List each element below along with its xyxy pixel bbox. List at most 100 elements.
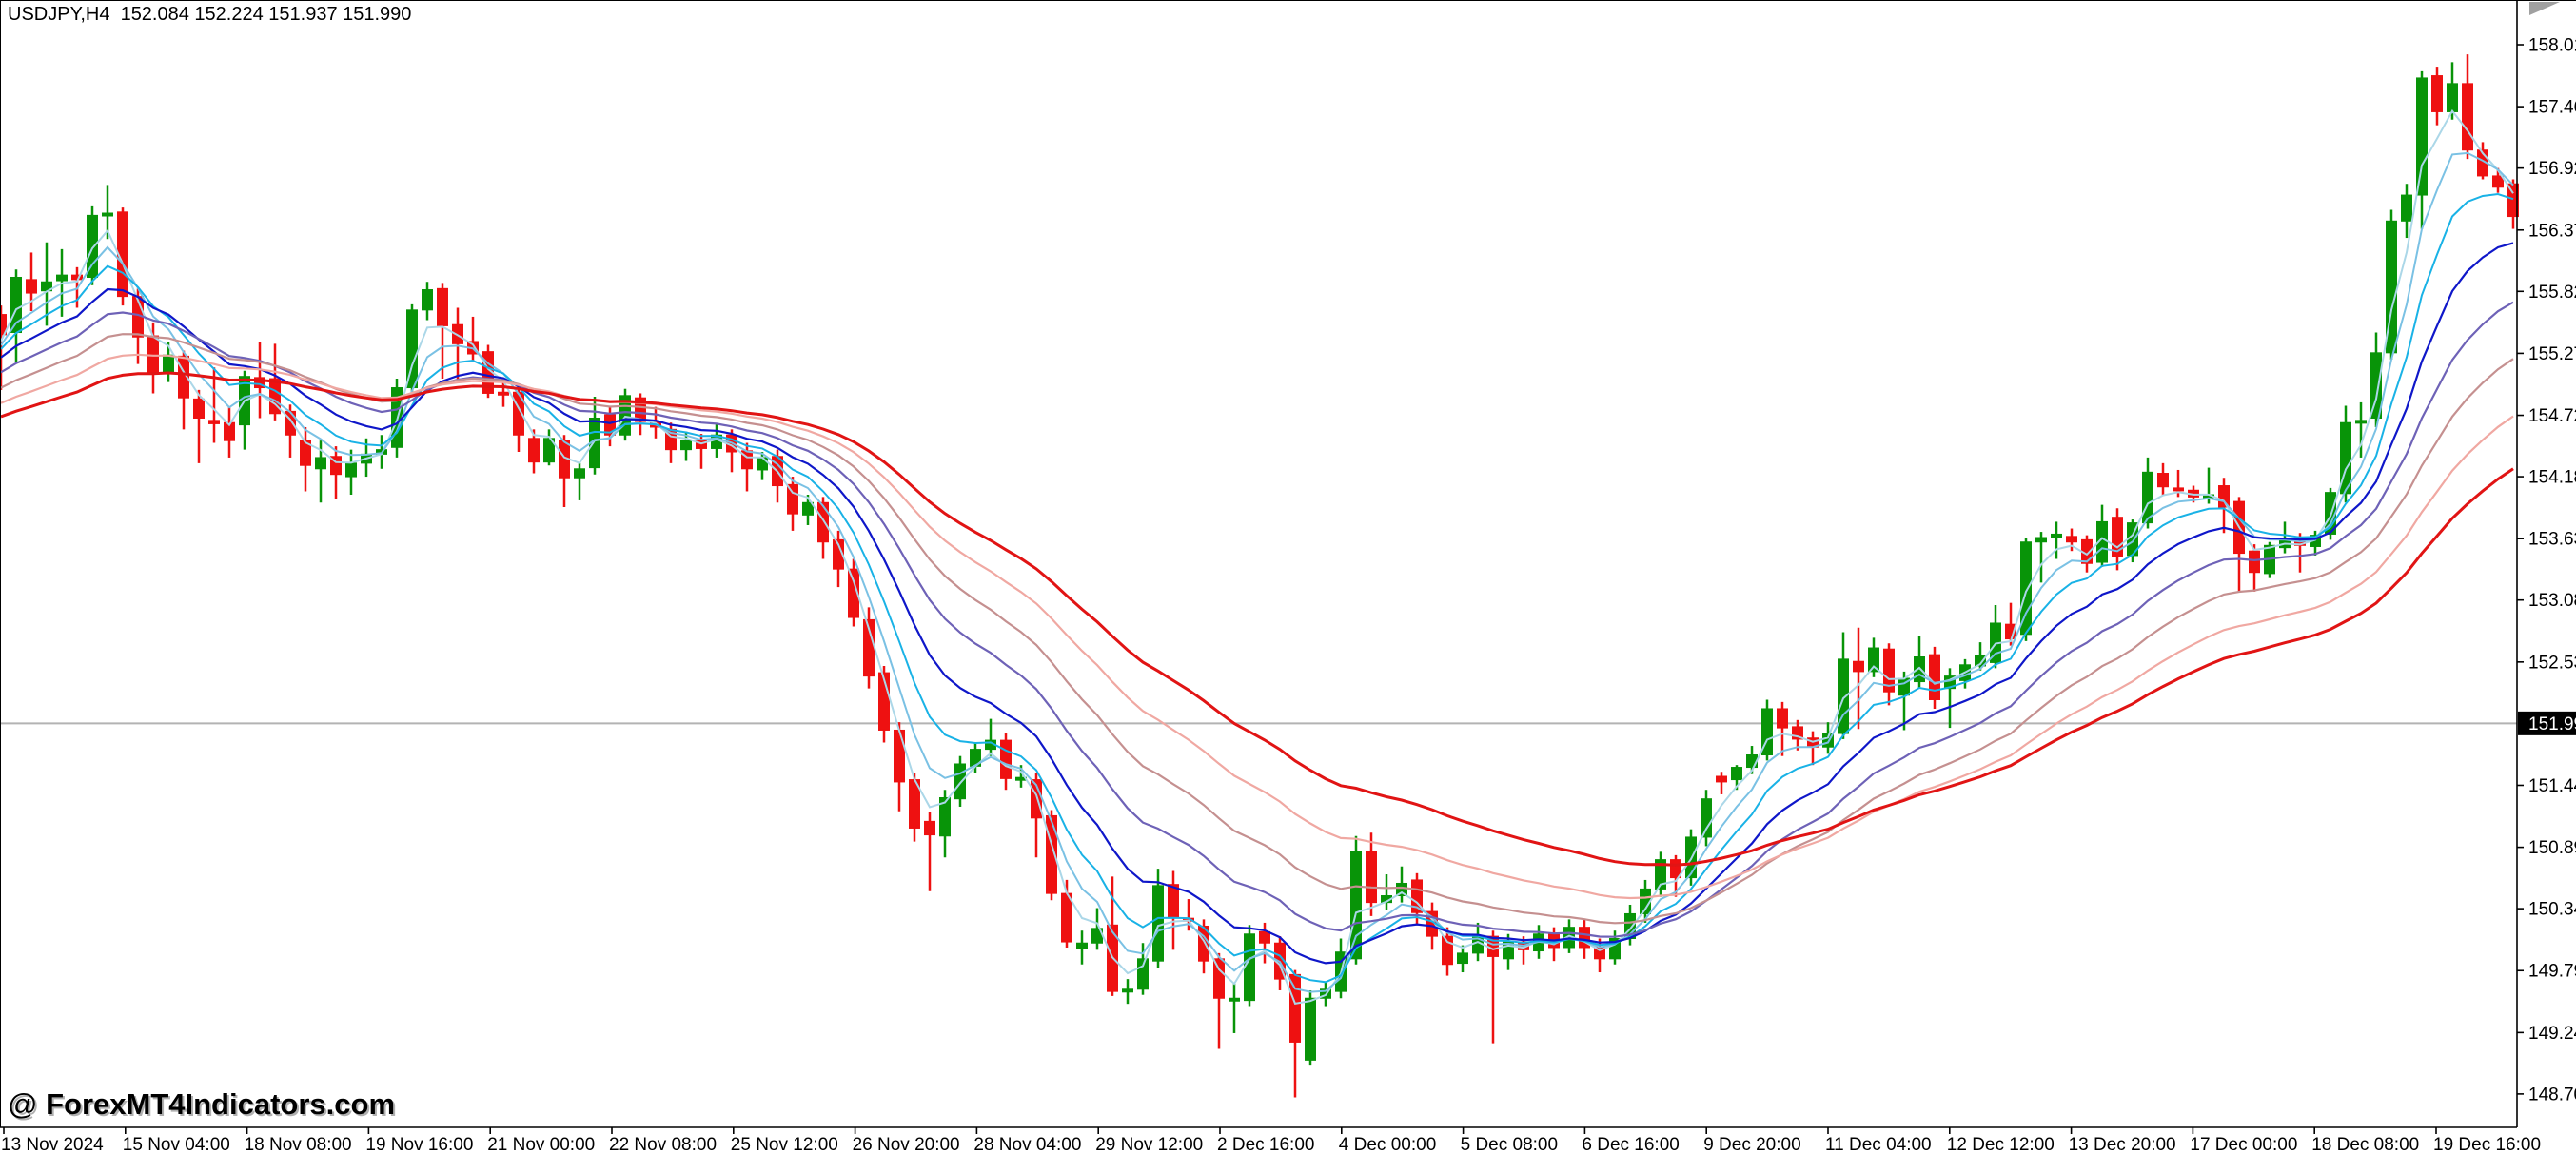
candle-body [2492, 175, 2504, 188]
candle-body [102, 212, 113, 217]
time-label: 13 Dec 20:00 [2069, 1135, 2176, 1154]
time-axis-labels[interactable]: 13 Nov 2024 15 Nov 04:00 18 Nov 08:00 19 No… [1, 1127, 2541, 1154]
candle-body [26, 279, 37, 294]
candle-body [1822, 733, 1834, 748]
candle [147, 322, 159, 394]
candle [422, 282, 433, 321]
candle-body [878, 672, 890, 731]
candle-body [1670, 859, 1681, 879]
candle-body [1868, 647, 1879, 673]
candle [1929, 646, 1940, 709]
candle [224, 406, 235, 458]
time-label: 28 Nov 04:00 [973, 1135, 1081, 1154]
candle-body [894, 729, 905, 783]
candle-body [1411, 879, 1423, 913]
candle-body [528, 438, 540, 463]
ma-line-ema38 [0, 353, 2514, 900]
candle [954, 755, 966, 807]
candle [1305, 989, 1316, 1066]
candle [208, 367, 220, 443]
candle-body [543, 438, 555, 463]
candle-body [954, 763, 966, 800]
candle [1914, 636, 1925, 689]
candle-body [1289, 973, 1301, 1043]
candle [1168, 870, 1179, 950]
candle [1868, 637, 1879, 677]
candles-layer [0, 54, 2519, 1098]
candle-body [1259, 930, 1270, 944]
candle-body [498, 391, 509, 396]
candle [2416, 70, 2428, 229]
candle [2218, 478, 2230, 534]
watermark-at-sign: @ [8, 1087, 47, 1121]
ma-line-ema13 [0, 242, 2514, 965]
candle [345, 449, 357, 496]
candle-body [1137, 958, 1149, 990]
candle-body [1883, 648, 1895, 693]
candle-body [1579, 927, 1590, 949]
candle [2112, 508, 2123, 571]
badge-bg [2518, 711, 2576, 735]
candle-body [802, 501, 814, 516]
candle [1350, 835, 1362, 965]
price-label: 149.795 [2528, 962, 2576, 982]
candle-body [1975, 655, 1986, 667]
candle [833, 530, 844, 588]
candle-body [848, 568, 859, 618]
current-price-label: 151.990 [2528, 714, 2576, 734]
candle-body [87, 214, 98, 278]
candle [2462, 54, 2473, 160]
time-label: 4 Dec 00:00 [1339, 1135, 1436, 1154]
candle-body [2249, 550, 2260, 574]
candle [2370, 332, 2382, 427]
candle-body [1350, 851, 1362, 960]
candle [1990, 605, 2001, 669]
candle-body [1046, 814, 1057, 894]
candle-body [2218, 485, 2230, 508]
candle [2142, 457, 2153, 529]
candle-body [1000, 739, 1012, 779]
candle-body [833, 538, 844, 570]
price-label: 150.890 [2528, 838, 2576, 858]
time-label: 19 Nov 16:00 [365, 1135, 473, 1154]
candle-body [2462, 83, 2473, 151]
watermark-text: ForexMT4Indicators.com [46, 1087, 396, 1121]
candle [2431, 67, 2443, 126]
candle [2249, 544, 2260, 592]
price-label: 154.180 [2528, 468, 2576, 488]
ma-line-ema28 [0, 333, 2514, 925]
time-label: 15 Nov 04:00 [123, 1135, 230, 1154]
price-axis-labels[interactable]: 158.015 157.465 156.920 156.370 155.825 155.2… [2517, 36, 2576, 1105]
chart-shift-triangle-icon[interactable] [2529, 2, 2560, 15]
candle [178, 350, 189, 430]
time-label: 18 Nov 08:00 [245, 1135, 352, 1154]
price-label: 158.015 [2528, 36, 2576, 56]
candle-body [1396, 882, 1407, 897]
candle [939, 790, 951, 858]
candle-body [574, 468, 585, 479]
time-label: 13 Nov 2024 [1, 1135, 104, 1154]
candle [1396, 866, 1407, 903]
candle-body [787, 483, 798, 515]
candle [2279, 521, 2291, 554]
candle [1761, 699, 1773, 761]
candle-body [193, 398, 205, 419]
candle-body [208, 420, 220, 424]
ma-line-ema8 [0, 192, 2514, 984]
candle [330, 446, 342, 499]
axes-layer [0, 0, 2576, 1128]
candle [1883, 643, 1895, 706]
candle [1366, 832, 1377, 916]
candle-body [1457, 952, 1468, 965]
candle [970, 742, 981, 773]
candle-body [345, 462, 357, 478]
time-label: 29 Nov 12:00 [1095, 1135, 1203, 1154]
candle-body [1366, 851, 1377, 904]
candle-body [817, 501, 829, 543]
candle [1381, 874, 1392, 910]
time-label: 9 Dec 20:00 [1703, 1135, 1800, 1154]
candle-body [56, 274, 68, 282]
time-label: 2 Dec 16:00 [1217, 1135, 1314, 1154]
